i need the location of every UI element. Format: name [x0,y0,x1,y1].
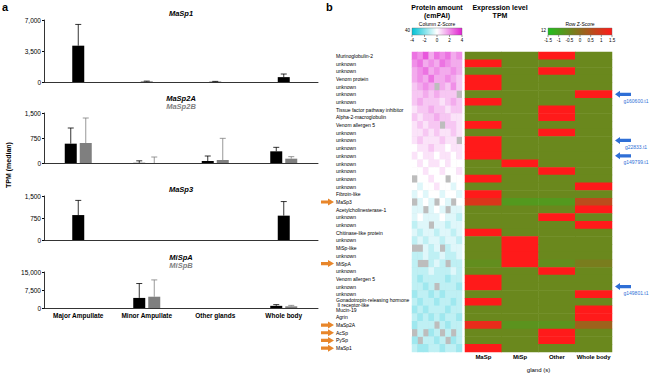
svg-text:7,000: 7,000 [25,17,42,24]
svg-text:Expression level: Expression level [472,4,527,12]
svg-text:15,000: 15,000 [21,269,41,276]
svg-text:g160600.t1: g160600.t1 [623,98,648,104]
svg-text:Gonadotropin-releasing hormone: Gonadotropin-releasing hormone [336,296,410,303]
svg-text:unknown: unknown [336,161,356,167]
svg-text:Acetylcholinesterase-1: Acetylcholinesterase-1 [336,207,387,213]
svg-text:-4: -4 [410,38,414,43]
svg-text:0: 0 [37,305,41,312]
svg-text:MaSp2B: MaSp2B [166,102,196,111]
svg-text:TPM: TPM [493,12,508,19]
svg-text:MiSp-like: MiSp-like [336,245,357,251]
svg-text:b: b [326,1,333,13]
svg-text:1: 1 [600,38,603,43]
svg-text:Row Z-Score: Row Z-Score [565,21,594,27]
svg-text:1,500: 1,500 [25,193,42,200]
svg-text:Mucin-19: Mucin-19 [336,307,357,313]
svg-text:1,500: 1,500 [25,110,42,117]
svg-text:II receptor-like: II receptor-like [336,301,370,308]
svg-text:7,500: 7,500 [25,287,42,294]
svg-text:Alpha-2-macroglobulin: Alpha-2-macroglobulin [336,114,386,120]
svg-text:Whole body: Whole body [577,354,612,360]
svg-text:PySp: PySp [336,337,348,343]
svg-text:4: 4 [461,38,464,43]
svg-text:(emPAI): (emPAI) [424,12,450,20]
svg-text:unknown: unknown [336,253,356,259]
svg-text:unknown: unknown [336,284,356,290]
svg-text:unknown: unknown [336,222,356,228]
svg-text:unknown: unknown [336,137,356,143]
svg-text:-1.5: -1.5 [544,38,552,43]
svg-text:3,500: 3,500 [25,48,42,55]
svg-text:Fibroin-like: Fibroin-like [336,191,361,197]
svg-text:0: 0 [37,79,41,86]
svg-text:MaSp: MaSp [475,354,491,360]
svg-text:12: 12 [541,28,547,33]
svg-text:Venom allergen 5: Venom allergen 5 [336,276,375,282]
svg-text:a: a [2,1,9,13]
svg-text:unknown: unknown [336,268,356,274]
svg-text:Venom allergen 5: Venom allergen 5 [336,122,375,128]
svg-text:unknown: unknown [336,184,356,190]
svg-text:0: 0 [436,38,439,43]
svg-text:TPM (median): TPM (median) [5,142,13,188]
svg-text:1.5: 1.5 [609,38,616,43]
svg-text:Venom protein: Venom protein [336,76,368,82]
svg-text:Other glands: Other glands [195,312,235,320]
svg-text:unknown: unknown [336,99,356,105]
svg-text:750: 750 [30,215,41,222]
svg-text:Agrin: Agrin [336,314,348,320]
svg-text:0: 0 [579,38,582,43]
svg-text:g149799.t1: g149799.t1 [623,159,648,165]
svg-text:unknown: unknown [336,145,356,151]
svg-text:gland (s): gland (s) [527,367,550,373]
svg-text:unknown: unknown [336,291,356,298]
svg-text:MiSpB: MiSpB [169,261,193,270]
svg-text:MaSp1: MaSp1 [336,345,352,351]
svg-text:0.5: 0.5 [588,38,595,43]
svg-text:MaSp3: MaSp3 [336,199,352,205]
svg-text:0: 0 [37,237,41,244]
svg-text:MaSp1: MaSp1 [169,9,193,18]
svg-text:MiSp: MiSp [513,354,528,360]
svg-text:Tissue factor pathway inhibito: Tissue factor pathway inhibitor [336,107,404,113]
svg-text:unknown: unknown [336,153,356,159]
svg-text:-1: -1 [557,38,561,43]
svg-text:750: 750 [30,135,41,142]
svg-text:Minor Ampullate: Minor Ampullate [121,312,172,320]
svg-text:unknown: unknown [336,176,356,182]
svg-text:unknown: unknown [336,237,356,243]
svg-text:Murinoglobulin-2: Murinoglobulin-2 [336,53,373,59]
svg-text:unknown: unknown [336,84,356,90]
svg-text:-2: -2 [422,38,426,43]
svg-text:Column Z-Score: Column Z-Score [419,21,456,27]
svg-text:Protein amount: Protein amount [411,4,463,11]
svg-text:unknown: unknown [336,91,356,97]
svg-text:Whole body: Whole body [265,312,302,320]
svg-text:unknown: unknown [336,68,356,74]
svg-text:unknown: unknown [336,168,356,174]
svg-text:Other: Other [549,354,566,360]
svg-text:-0.5: -0.5 [565,38,573,43]
svg-text:unknown: unknown [336,214,356,220]
svg-text:Major Ampullate: Major Ampullate [53,312,104,320]
svg-text:0: 0 [37,160,41,167]
svg-text:2: 2 [448,38,451,43]
svg-text:AcSp: AcSp [336,330,348,336]
svg-text:unknown: unknown [336,61,356,67]
svg-text:MaSp2A: MaSp2A [166,93,196,103]
svg-text:MaSp2A: MaSp2A [336,322,356,328]
svg-text:g22833.t1: g22833.t1 [625,144,647,150]
svg-text:MiSpA: MiSpA [336,261,351,267]
svg-text:40: 40 [405,28,411,33]
svg-text:Chitinase-like protein: Chitinase-like protein [336,230,383,236]
svg-text:unknown: unknown [336,130,356,136]
svg-text:MiSpA: MiSpA [169,252,193,262]
svg-text:g149801.t1: g149801.t1 [623,290,648,296]
svg-text:MaSp3: MaSp3 [169,185,194,194]
